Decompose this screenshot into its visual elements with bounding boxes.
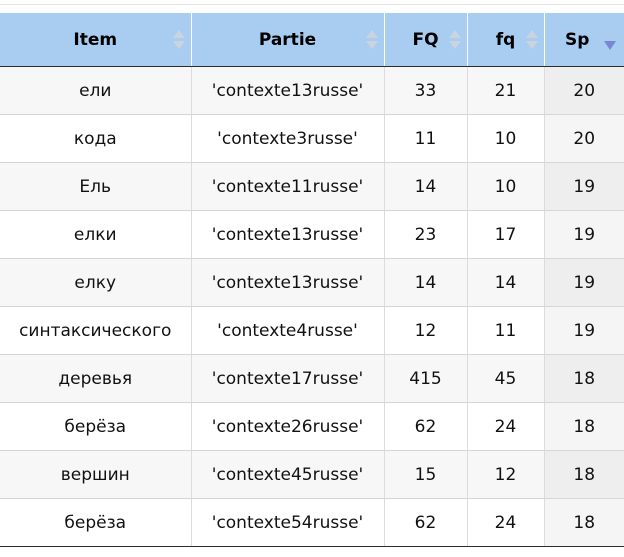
cell-item: синтаксического — [0, 306, 192, 355]
header-row: Item Partie FQ fq Sp — [0, 13, 624, 67]
cell-fq: 10 — [467, 162, 545, 211]
cell-partie: 'contexte54russe' — [191, 498, 385, 547]
table-row: берёза'contexte54russe' 62 24 18 — [0, 498, 624, 547]
cell-fq: 17 — [467, 210, 545, 259]
cell-item: вершин — [0, 450, 192, 499]
cell-fq: 45 — [467, 354, 545, 403]
cell-item: Ель — [0, 162, 192, 211]
cell-fq-total: 14 — [384, 162, 468, 211]
cell-fq-total: 33 — [384, 66, 468, 115]
cell-partie: 'contexte26russe' — [191, 402, 385, 451]
cell-item: кода — [0, 114, 192, 163]
cell-fq-total: 62 — [384, 402, 468, 451]
cell-partie: 'contexte13russe' — [191, 258, 385, 307]
cell-partie: 'contexte45russe' — [191, 450, 385, 499]
table-row: ели'contexte13russe' 33 21 20 — [0, 66, 624, 115]
column-header-label: Sp — [565, 29, 590, 50]
sort-both-icon — [365, 28, 378, 52]
cell-fq-total: 415 — [384, 354, 468, 403]
cell-partie: 'contexte13russe' — [191, 66, 385, 115]
cell-item: берёза — [0, 402, 192, 451]
table-row: вершин'contexte45russe' 15 12 18 — [0, 450, 624, 499]
cell-sp: 20 — [544, 114, 624, 163]
column-header-label: Partie — [258, 29, 317, 50]
column-header-item[interactable]: Item — [0, 13, 192, 67]
column-header-partie[interactable]: Partie — [190, 13, 385, 67]
sort-both-icon — [525, 28, 538, 52]
cell-item: елки — [0, 210, 192, 259]
table-row: елки'contexte13russe' 23 17 19 — [0, 210, 624, 259]
table-row: кода'contexte3russe' 11 10 20 — [0, 114, 624, 163]
cell-sp: 18 — [544, 450, 624, 499]
cell-fq: 12 — [467, 450, 545, 499]
column-header-label: Item — [73, 29, 118, 50]
column-header-fq[interactable]: fq — [466, 13, 545, 67]
cell-item: берёза — [0, 498, 192, 547]
cell-fq: 11 — [467, 306, 545, 355]
column-header-label: FQ — [412, 29, 439, 50]
column-header-label: fq — [495, 29, 516, 50]
cell-sp: 19 — [544, 210, 624, 259]
cell-sp: 18 — [544, 402, 624, 451]
cell-fq: 24 — [467, 402, 545, 451]
cell-fq-total: 11 — [384, 114, 468, 163]
table-row: берёза'contexte26russe' 62 24 18 — [0, 402, 624, 451]
results-table: Item Partie FQ fq Sp ели'contexte13russe… — [0, 13, 624, 547]
cell-fq: 14 — [467, 258, 545, 307]
column-header-fq-total[interactable]: FQ — [383, 13, 468, 67]
table-body: ели'contexte13russe' 33 21 20 кода'contexte3… — [0, 66, 624, 547]
cell-fq-total: 15 — [384, 450, 468, 499]
table-row: деревья'contexte17russe' 415 45 18 — [0, 354, 624, 403]
cell-fq-total: 62 — [384, 498, 468, 547]
cell-partie: 'contexte4russe' — [191, 306, 385, 355]
table-row: Ель'contexte11russe' 14 10 19 — [0, 162, 624, 211]
cell-fq-total: 12 — [384, 306, 468, 355]
cell-sp: 19 — [544, 306, 624, 355]
sort-both-icon — [172, 28, 185, 52]
sort-descending-icon — [604, 41, 616, 50]
cell-fq-total: 14 — [384, 258, 468, 307]
cell-fq: 24 — [467, 498, 545, 547]
top-divider — [0, 4, 624, 5]
cell-item: ели — [0, 66, 192, 115]
sort-both-icon — [448, 28, 461, 52]
table-row: синтаксического'contexte4russe' 12 11 19 — [0, 306, 624, 355]
cell-sp: 20 — [544, 66, 624, 115]
cell-item: елку — [0, 258, 192, 307]
cell-sp: 19 — [544, 162, 624, 211]
cell-fq-total: 23 — [384, 210, 468, 259]
cell-item: деревья — [0, 354, 192, 403]
table-header: Item Partie FQ fq Sp — [0, 13, 624, 67]
cell-partie: 'contexte3russe' — [191, 114, 385, 163]
cell-sp: 19 — [544, 258, 624, 307]
cell-partie: 'contexte11russe' — [191, 162, 385, 211]
table-row: елку'contexte13russe' 14 14 19 — [0, 258, 624, 307]
cell-partie: 'contexte13russe' — [191, 210, 385, 259]
cell-fq: 10 — [467, 114, 545, 163]
cell-fq: 21 — [467, 66, 545, 115]
cell-partie: 'contexte17russe' — [191, 354, 385, 403]
column-header-sp[interactable]: Sp — [543, 13, 624, 67]
cell-sp: 18 — [544, 354, 624, 403]
cell-sp: 18 — [544, 498, 624, 547]
